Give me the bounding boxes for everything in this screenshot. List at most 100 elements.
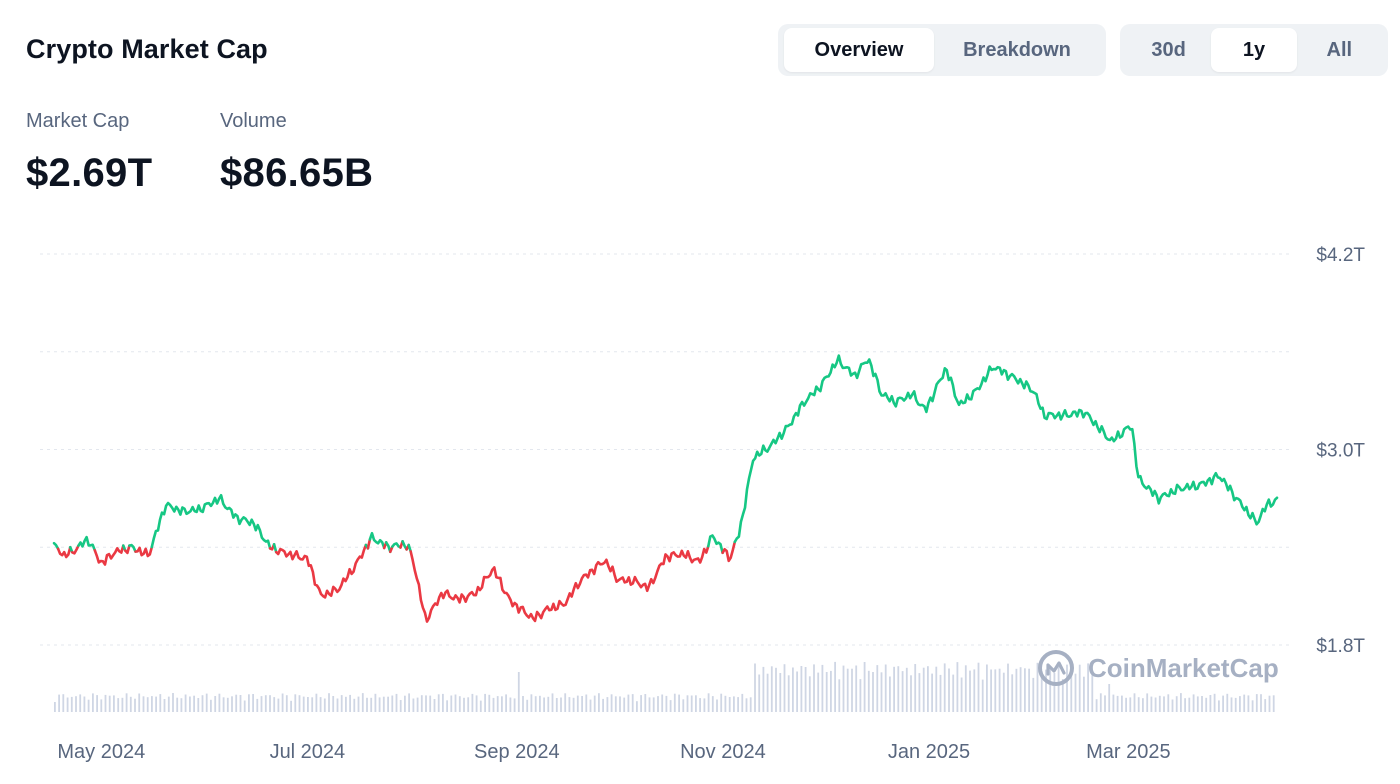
volume-bar xyxy=(125,693,128,712)
volume-bar xyxy=(391,695,394,712)
volume-bar xyxy=(547,696,550,712)
volume-bar xyxy=(897,666,900,712)
volume-bar xyxy=(454,694,457,712)
price-line-down-segment xyxy=(366,538,372,550)
volume-stat: Volume $86.65B xyxy=(220,110,373,196)
price-line-down-segment xyxy=(124,544,131,555)
volume-bar xyxy=(686,695,689,712)
volume-bar xyxy=(998,668,1001,712)
volume-bar xyxy=(724,695,727,712)
y-tick-label: $1.8T xyxy=(1316,636,1365,657)
tab-overview[interactable]: Overview xyxy=(784,28,934,72)
volume-bar xyxy=(644,694,647,712)
volume-bar xyxy=(880,672,883,712)
volume-bar xyxy=(1222,695,1224,712)
x-tick-label: Mar 2025 xyxy=(1086,741,1171,763)
volume-bar xyxy=(922,667,925,712)
x-axis: May 2024 Jul 2024 Sep 2024 Nov 2024 Jan 2025… xyxy=(57,741,1170,763)
volume-bar xyxy=(1061,679,1064,712)
volume-bar xyxy=(1125,697,1127,712)
volume-bar xyxy=(652,697,655,712)
volume-bar xyxy=(1243,694,1246,712)
volume-bar xyxy=(539,695,541,712)
volume-bar xyxy=(1167,694,1170,712)
market-cap-value: $2.69T xyxy=(26,151,153,195)
price-line-down-segment xyxy=(274,543,368,599)
price-line-up-segment xyxy=(384,541,392,554)
volume-bar xyxy=(374,693,377,712)
price-line-up-segment xyxy=(77,535,97,552)
volume-bar xyxy=(863,662,866,712)
volume-bar xyxy=(281,693,284,712)
volume-bar xyxy=(1205,697,1208,712)
volume-bar xyxy=(1137,697,1140,712)
volume-bar xyxy=(990,669,992,712)
price-line-down-segment xyxy=(721,540,737,563)
volume-bar xyxy=(323,698,326,712)
volume-bar xyxy=(235,694,238,712)
volume-bar xyxy=(901,671,904,712)
volume-bar xyxy=(163,699,166,712)
volume-bar xyxy=(1218,700,1220,712)
volume-bar xyxy=(1074,673,1077,712)
volume-bar xyxy=(1192,694,1195,712)
volume-bar xyxy=(1142,698,1144,712)
volume-bar xyxy=(619,696,621,712)
range-all-button[interactable]: All xyxy=(1326,38,1353,61)
volume-bar xyxy=(602,698,604,712)
volume-bar xyxy=(492,697,495,712)
volume-bar xyxy=(366,697,368,712)
volume-bar xyxy=(813,664,815,712)
volume-bar xyxy=(370,697,373,712)
volume-bar xyxy=(243,700,246,712)
volume-bar xyxy=(1032,677,1035,712)
volume-bar xyxy=(876,665,879,712)
volume-bar xyxy=(1129,697,1132,712)
volume-bar xyxy=(87,699,90,712)
volume-bar xyxy=(513,698,516,712)
range-30d-button[interactable]: 30d xyxy=(1151,38,1186,61)
volume-bars xyxy=(54,661,1275,712)
volume-bar xyxy=(214,696,217,712)
volume-bar xyxy=(1154,697,1157,712)
volume-bar xyxy=(353,698,356,712)
volume-bar xyxy=(1180,693,1182,712)
volume-bar xyxy=(1213,693,1216,712)
volume-bar xyxy=(779,673,782,712)
range-1y-button[interactable]: 1y xyxy=(1211,28,1297,72)
volume-bar xyxy=(442,693,444,712)
volume-bar xyxy=(1066,664,1068,712)
volume-bar xyxy=(1201,696,1203,712)
volume-bar xyxy=(568,697,571,712)
volume-bar xyxy=(378,697,381,712)
grid-lines xyxy=(40,253,1290,646)
volume-bar xyxy=(716,699,718,712)
x-tick-label: Jan 2025 xyxy=(888,741,970,763)
volume-bar xyxy=(830,670,832,712)
volume-bar xyxy=(1045,669,1047,712)
volume-bar xyxy=(1015,668,1018,712)
volume-bar xyxy=(104,694,107,712)
price-line-up-segment xyxy=(52,541,60,551)
volume-bar xyxy=(952,674,955,712)
volume-bar xyxy=(1049,667,1052,712)
volume-bar xyxy=(576,695,579,712)
volume-bar xyxy=(1007,663,1009,712)
volume-bar xyxy=(336,698,339,712)
volume-bar xyxy=(517,672,520,712)
volume-bar xyxy=(534,696,537,712)
volume-bar xyxy=(433,699,436,712)
tab-breakdown[interactable]: Breakdown xyxy=(963,38,1071,61)
volume-bar xyxy=(129,696,132,712)
volume-bar xyxy=(189,696,191,712)
volume-bar xyxy=(661,694,664,712)
volume-bar xyxy=(960,677,963,712)
market-cap-stat: Market Cap $2.69T xyxy=(26,110,152,196)
volume-bar xyxy=(682,699,685,712)
volume-bar xyxy=(231,696,233,712)
volume-bar xyxy=(543,697,545,712)
volume-bar xyxy=(973,669,976,712)
volume-bar xyxy=(551,693,554,712)
volume-bar xyxy=(648,697,651,712)
